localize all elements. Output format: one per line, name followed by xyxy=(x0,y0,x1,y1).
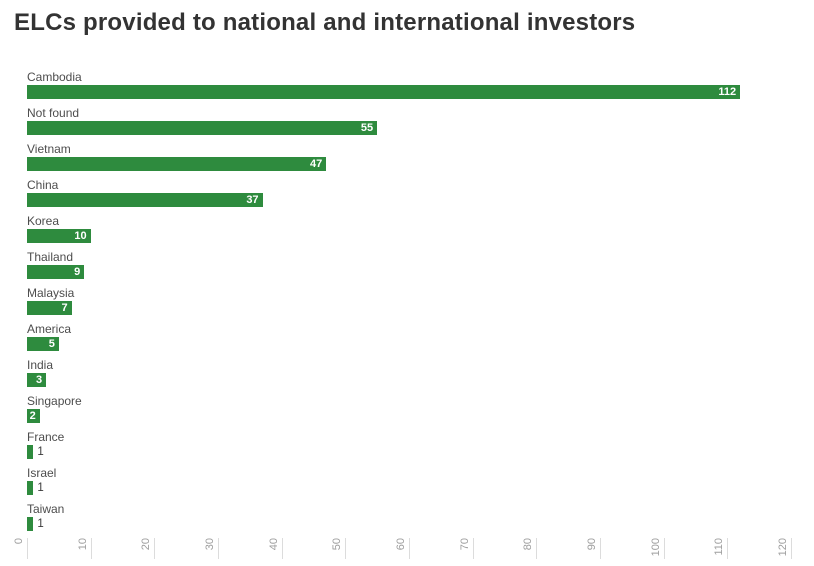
bar: 7 xyxy=(27,301,72,315)
tick-label: 100 xyxy=(649,538,662,557)
category-label: France xyxy=(27,430,65,444)
tick-label: 40 xyxy=(267,538,280,551)
category-label: Israel xyxy=(27,466,57,480)
bar: 10 xyxy=(27,229,91,243)
bar-row: Thailand 9 xyxy=(27,250,791,279)
category-label: Thailand xyxy=(27,250,74,264)
bar-track: 47 xyxy=(27,157,791,171)
bar-track: 112 xyxy=(27,85,791,99)
tick-line xyxy=(154,538,156,559)
bar: 9 xyxy=(27,265,85,279)
value-label: 112 xyxy=(718,86,737,98)
bar-track: 55 xyxy=(27,121,791,135)
bar-track: 5 xyxy=(27,337,791,351)
tick-label: 70 xyxy=(458,538,471,551)
value-label: 9 xyxy=(74,266,81,278)
bar-track: 9 xyxy=(27,265,791,279)
tick-label: 110 xyxy=(713,538,726,556)
category-label: Cambodia xyxy=(27,70,82,84)
value-label: 55 xyxy=(360,122,374,134)
bar-track: 7 xyxy=(27,301,791,315)
tick-line xyxy=(663,538,665,559)
tick-line xyxy=(218,538,219,559)
category-label: Korea xyxy=(27,214,60,228)
category-label: Not found xyxy=(27,106,80,120)
tick-label: 30 xyxy=(204,538,216,551)
bar-track: 10 xyxy=(27,229,791,243)
bar-row: Singapore 2 xyxy=(27,394,791,423)
bar-row: Malaysia 7 xyxy=(27,286,791,315)
value-label: 10 xyxy=(74,230,87,242)
bar-track: 1 xyxy=(27,481,791,495)
category-label: Taiwan xyxy=(27,502,65,516)
tick-label: 10 xyxy=(76,538,89,551)
bar-row: Korea 10 xyxy=(27,214,791,243)
bar-track: 3 xyxy=(27,373,791,387)
tick-line xyxy=(791,538,792,559)
tick-line xyxy=(536,538,538,559)
bar: 3 xyxy=(27,373,47,387)
bar: 37 xyxy=(27,193,263,207)
bar xyxy=(27,481,34,495)
value-label: 2 xyxy=(29,410,36,422)
bar-track: 1 xyxy=(27,445,791,459)
category-label: America xyxy=(27,322,72,336)
tick-line xyxy=(345,538,347,559)
category-label: Vietnam xyxy=(27,142,71,156)
bar: 55 xyxy=(27,121,378,135)
bar-row: Taiwan 1 xyxy=(27,502,791,531)
category-label: Singapore xyxy=(27,394,82,408)
tick-label: 120 xyxy=(777,538,789,557)
tick-label: 0 xyxy=(13,538,25,545)
tick-line xyxy=(727,538,729,559)
bar-row: India 3 xyxy=(27,358,791,387)
value-label: 3 xyxy=(35,374,43,386)
bar: 2 xyxy=(27,409,40,423)
value-label: 5 xyxy=(48,338,55,350)
tick-label: 60 xyxy=(395,538,407,551)
bar: 47 xyxy=(27,157,327,171)
bar-row: France 1 xyxy=(27,430,791,459)
tick-label: 90 xyxy=(586,538,598,551)
bar-track: 37 xyxy=(27,193,791,207)
tick-label: 20 xyxy=(140,538,153,551)
bar-row: Israel 1 xyxy=(27,466,791,495)
bar-row: Vietnam 47 xyxy=(27,142,791,171)
tick-label: 80 xyxy=(522,538,535,551)
bar-track: 1 xyxy=(27,517,791,531)
category-label: China xyxy=(27,178,59,192)
chart-page: ELCs provided to national and internatio… xyxy=(0,9,814,559)
value-label: 37 xyxy=(246,194,259,206)
tick-line xyxy=(472,538,474,559)
value-label: 1 xyxy=(37,482,44,494)
bars-container: Cambodia 112 Not found 55 Vietnam 47 China 37 Ko… xyxy=(27,70,791,531)
chart-title: ELCs provided to national and internatio… xyxy=(14,9,636,36)
bar-row: Not found 55 xyxy=(27,106,791,135)
tick-line xyxy=(27,538,28,559)
tick-label: 50 xyxy=(331,538,344,551)
value-label: 7 xyxy=(61,302,68,314)
bar-row: America 5 xyxy=(27,322,791,351)
bar xyxy=(27,445,34,459)
value-label: 1 xyxy=(37,518,44,530)
bar: 112 xyxy=(27,85,741,99)
x-axis: 0 10 20 30 40 50 60 70 80 90 100 110 120 xyxy=(13,538,792,566)
plot-area: Cambodia 112 Not found 55 Vietnam 47 China 37 Ko… xyxy=(13,70,792,566)
tick-line xyxy=(90,538,92,559)
bar: 5 xyxy=(27,337,59,351)
bar-track: 2 xyxy=(27,409,791,423)
tick-line xyxy=(409,538,410,559)
value-label: 1 xyxy=(37,446,44,458)
value-label: 47 xyxy=(309,158,323,170)
bar xyxy=(27,517,34,531)
category-label: Malaysia xyxy=(27,286,75,300)
bar-row: China 37 xyxy=(27,178,791,207)
bar-row: Cambodia 112 xyxy=(27,70,791,99)
category-label: India xyxy=(27,358,54,372)
tick-line xyxy=(600,538,601,559)
tick-line xyxy=(281,538,283,559)
